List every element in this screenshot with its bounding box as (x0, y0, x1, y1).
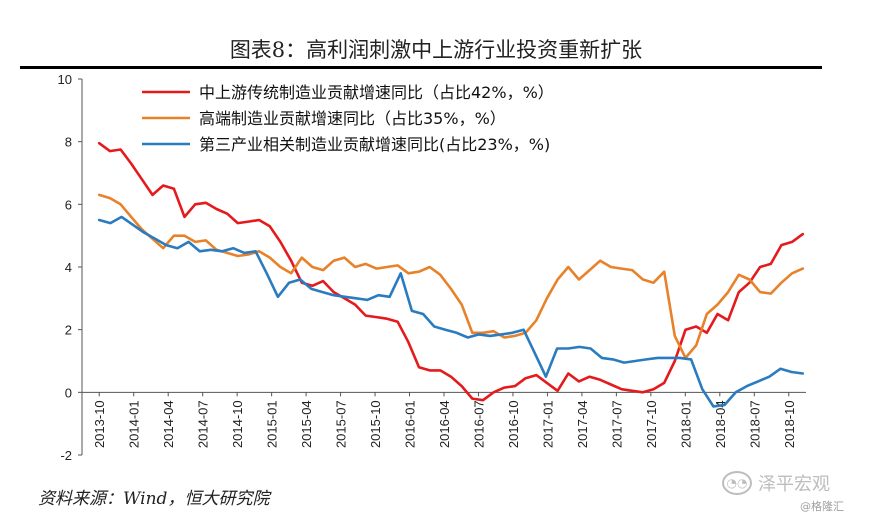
x-tick-label: 2018-01 (678, 400, 693, 448)
legend-label-1: 中上游传统制造业贡献增速同比（占比42%，%） (199, 83, 554, 102)
x-tick-label: 2017-04 (575, 400, 590, 448)
y-tick-label: 6 (65, 197, 72, 212)
title-rule (20, 66, 822, 69)
y-tick-label: 10 (58, 72, 72, 87)
chart-axes: -2 0 2 4 6 8 10 2013-10 2014-01 2014-04 2014-07 201… (58, 72, 806, 463)
x-tick-label: 2018-04 (713, 400, 728, 448)
source-note: 资料来源：Wind，恒大研究院 (38, 489, 270, 509)
x-tick-label: 2014-10 (230, 400, 245, 448)
watermark: ◔◔ 泽平宏观 (722, 470, 830, 496)
x-tick-label: 2016-01 (403, 400, 418, 448)
x-tick-label: 2016-04 (437, 400, 452, 448)
y-tick-label: 8 (65, 135, 72, 150)
x-tick-label: 2016-07 (471, 400, 486, 448)
x-tick-label: 2014-01 (127, 400, 142, 448)
legend-label-2: 高端制造业贡献增速同比（占比35%，%） (199, 109, 506, 128)
legend-label-3: 第三产业相关制造业贡献增速同比(占比23%，%) (199, 135, 550, 154)
chart-series (97, 141, 805, 408)
series-line-3 (97, 215, 805, 408)
x-tick-label: 2013-10 (92, 400, 107, 448)
x-tick-label: 2014-04 (161, 400, 176, 448)
x-tick-label: 2018-10 (782, 400, 797, 448)
chart-title: 图表8：高利润刺激中上游行业投资重新扩张 (229, 38, 643, 62)
y-tick-label: 2 (65, 323, 72, 338)
series-line-1 (97, 141, 805, 402)
x-tick-label: 2015-10 (368, 400, 383, 448)
y-tick-label: 4 (65, 260, 72, 275)
x-tick-label: 2015-04 (299, 400, 314, 448)
y-tick-label: -2 (60, 448, 72, 463)
y-tick-label: 0 (65, 385, 72, 400)
x-tick-label: 2014-07 (196, 400, 211, 448)
watermark-brand: 泽平宏观 (758, 474, 830, 495)
watermark-sub: @格隆汇 (800, 500, 844, 513)
x-tick-label: 2018-07 (747, 400, 762, 448)
x-tick-label: 2017-01 (540, 400, 555, 448)
chart-legend: 中上游传统制造业贡献增速同比（占比42%，%） 高端制造业贡献增速同比（占比35%… (142, 83, 554, 154)
x-tick-label: 2015-07 (334, 400, 349, 448)
x-tick-label: 2017-07 (609, 400, 624, 448)
x-tick-label: 2016-10 (506, 400, 521, 448)
wechat-icon: ◔◔ (722, 471, 752, 495)
x-tick-label: 2017-10 (644, 400, 659, 448)
x-tick-label: 2015-01 (265, 400, 280, 448)
series-line-2 (97, 193, 805, 360)
